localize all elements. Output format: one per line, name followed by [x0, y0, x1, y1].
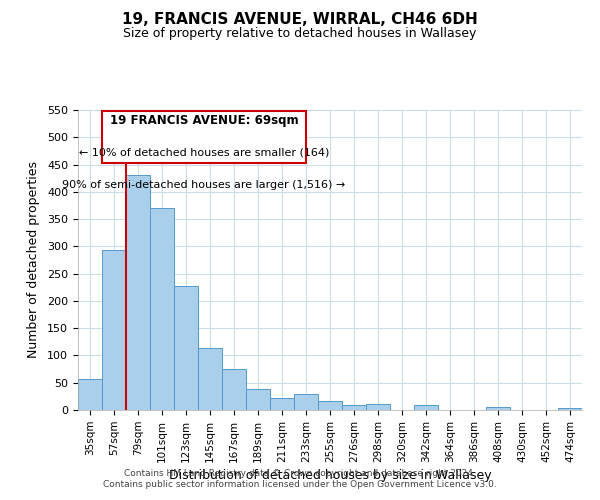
Bar: [222, 369, 246, 410]
Bar: [558, 408, 582, 410]
X-axis label: Distribution of detached houses by size in Wallasey: Distribution of detached houses by size …: [169, 469, 491, 482]
Bar: [366, 404, 390, 410]
Text: Size of property relative to detached houses in Wallasey: Size of property relative to detached ho…: [124, 28, 476, 40]
Bar: [294, 394, 318, 410]
Bar: [414, 404, 438, 410]
Y-axis label: Number of detached properties: Number of detached properties: [27, 162, 40, 358]
Bar: [486, 408, 510, 410]
FancyBboxPatch shape: [102, 111, 306, 163]
Text: 19, FRANCIS AVENUE, WIRRAL, CH46 6DH: 19, FRANCIS AVENUE, WIRRAL, CH46 6DH: [122, 12, 478, 28]
Bar: [342, 404, 366, 410]
Bar: [198, 348, 222, 410]
Text: ← 10% of detached houses are smaller (164): ← 10% of detached houses are smaller (16…: [79, 147, 329, 157]
Bar: [78, 379, 102, 410]
Bar: [174, 286, 198, 410]
Bar: [102, 250, 126, 410]
Bar: [150, 208, 174, 410]
Text: 90% of semi-detached houses are larger (1,516) →: 90% of semi-detached houses are larger (…: [62, 180, 346, 190]
Bar: [270, 398, 294, 410]
Text: 19 FRANCIS AVENUE: 69sqm: 19 FRANCIS AVENUE: 69sqm: [110, 114, 298, 127]
Text: Contains public sector information licensed under the Open Government Licence v3: Contains public sector information licen…: [103, 480, 497, 489]
Bar: [318, 400, 342, 410]
Bar: [126, 176, 150, 410]
Text: Contains HM Land Registry data © Crown copyright and database right 2024.: Contains HM Land Registry data © Crown c…: [124, 468, 476, 477]
Bar: [246, 390, 270, 410]
